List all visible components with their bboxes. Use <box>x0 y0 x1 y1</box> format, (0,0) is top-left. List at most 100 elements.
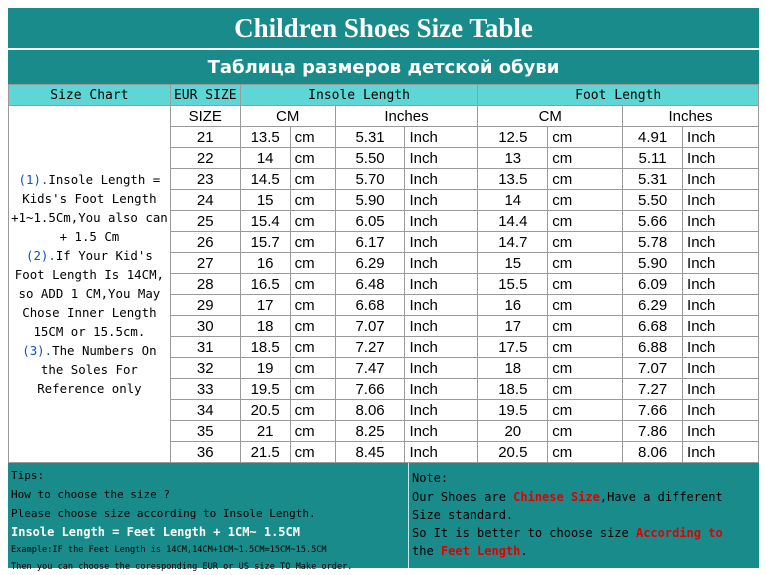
inch-unit: Inch <box>682 378 759 400</box>
cm-unit: cm <box>547 357 624 379</box>
tips-section: Tips: How to choose the size ? Please ch… <box>8 463 406 572</box>
note-text-2: If Your Kid's Foot Length Is 14CM, so AD… <box>14 248 164 339</box>
tips-formula: Insole Length = Feet Length + 1CM~ 1.5CM <box>11 525 300 539</box>
insole-inch-value: 6.05 <box>334 210 406 232</box>
subheader-foot-inches: Inches <box>622 105 759 127</box>
cm-unit: cm <box>289 147 336 169</box>
cm-unit: cm <box>547 441 624 463</box>
insole-cm-value: 14.5 <box>239 168 291 190</box>
table-row: 35 21 cm 8.25 Inch 20 cm 7.86 Inch <box>9 420 759 442</box>
inch-unit: Inch <box>404 378 479 400</box>
foot-inch-value: 6.09 <box>622 273 684 295</box>
subheader-insole-cm: CM <box>239 105 336 127</box>
cm-unit: cm <box>547 315 624 337</box>
insole-inch-value: 5.90 <box>334 189 406 211</box>
foot-inch-value: 5.90 <box>622 252 684 274</box>
inch-unit: Inch <box>682 168 759 190</box>
table-row: 33 19.5 cm 7.66 Inch 18.5 cm 7.27 Inch <box>9 378 759 400</box>
inch-unit: Inch <box>404 210 479 232</box>
table-row: 34 20.5 cm 8.06 Inch 19.5 cm 7.66 Inch <box>9 399 759 421</box>
cm-unit: cm <box>289 231 336 253</box>
foot-inch-value: 5.66 <box>622 210 684 232</box>
cm-unit: cm <box>547 399 624 421</box>
table-row: 27 16 cm 6.29 Inch 15 cm 5.90 Inch <box>9 252 759 274</box>
note-text: . <box>520 544 528 558</box>
cm-unit: cm <box>547 189 624 211</box>
cm-unit: cm <box>289 399 336 421</box>
table-row: 22 14 cm 5.50 Inch 13 cm 5.11 Inch <box>9 147 759 169</box>
inch-unit: Inch <box>682 357 759 379</box>
note-line-2: Size standard. <box>412 508 514 522</box>
insole-cm-value: 16 <box>239 252 291 274</box>
insole-inch-value: 6.48 <box>334 273 406 295</box>
table-row: 25 15.4 cm 6.05 Inch 14.4 cm 5.66 Inch <box>9 210 759 232</box>
eur-size-cell: 25 <box>169 210 241 232</box>
insole-cm-value: 19 <box>239 357 291 379</box>
insole-cm-value: 18.5 <box>239 336 291 358</box>
eur-size-cell: 31 <box>169 336 241 358</box>
table-row: 24 15 cm 5.90 Inch 14 cm 5.50 Inch <box>9 189 759 211</box>
size-chart-note: (1).Insole Length = Kids's Foot Length +… <box>8 105 171 463</box>
note-text: ,Have a different <box>599 490 723 504</box>
foot-cm-value: 17.5 <box>477 336 549 358</box>
inch-unit: Inch <box>682 126 759 148</box>
note-number-1: (1). <box>18 172 49 187</box>
insole-cm-value: 19.5 <box>239 378 291 400</box>
eur-size-cell: 24 <box>169 189 241 211</box>
insole-inch-value: 8.45 <box>334 441 406 463</box>
insole-inch-value: 5.70 <box>334 168 406 190</box>
eur-size-cell: 26 <box>169 231 241 253</box>
foot-inch-value: 7.66 <box>622 399 684 421</box>
cm-unit: cm <box>547 126 624 148</box>
foot-cm-value: 13 <box>477 147 549 169</box>
tips-line-1: How to choose the size ? <box>11 488 170 501</box>
table-row: 26 15.7 cm 6.17 Inch 14.7 cm 5.78 Inch <box>9 231 759 253</box>
foot-cm-value: 15.5 <box>477 273 549 295</box>
inch-unit: Inch <box>404 189 479 211</box>
header-eur-size: EUR SIZE <box>169 84 241 106</box>
foot-cm-value: 17 <box>477 315 549 337</box>
cm-unit: cm <box>547 252 624 274</box>
foot-inch-value: 5.50 <box>622 189 684 211</box>
eur-size-cell: 34 <box>169 399 241 421</box>
header-size-chart: Size Chart <box>8 84 171 106</box>
insole-cm-value: 18 <box>239 315 291 337</box>
inch-unit: Inch <box>404 441 479 463</box>
inch-unit: Inch <box>404 273 479 295</box>
inch-unit: Inch <box>404 420 479 442</box>
note-line-4: the Feet Length. <box>412 544 528 558</box>
note-label: Note: <box>412 471 449 485</box>
eur-size-cell: 33 <box>169 378 241 400</box>
inch-unit: Inch <box>682 252 759 274</box>
table-row: 30 18 cm 7.07 Inch 17 cm 6.68 Inch <box>9 315 759 337</box>
note-text-3: The Numbers On the Soles For Reference o… <box>37 343 157 396</box>
inch-unit: Inch <box>404 315 479 337</box>
note-text: Our Shoes are <box>412 490 514 504</box>
cm-unit: cm <box>547 210 624 232</box>
inch-unit: Inch <box>404 252 479 274</box>
foot-inch-value: 6.88 <box>622 336 684 358</box>
eur-size-cell: 32 <box>169 357 241 379</box>
insole-inch-value: 8.25 <box>334 420 406 442</box>
subheader-size: SIZE <box>169 105 241 127</box>
tips-panel: Tips: How to choose the size ? Please ch… <box>8 463 759 572</box>
insole-cm-value: 13.5 <box>239 126 291 148</box>
eur-size-cell: 21 <box>169 126 241 148</box>
inch-unit: Inch <box>404 231 479 253</box>
tips-example: Example:IF the Feet Length is 14CM,14CM+… <box>11 545 327 555</box>
note-highlight-according-to: According to <box>635 526 723 540</box>
eur-size-cell: 35 <box>169 420 241 442</box>
insole-inch-value: 8.06 <box>334 399 406 421</box>
note-text-1: Insole Length = Kids's Foot Length +1~1.… <box>11 172 168 244</box>
foot-cm-value: 18.5 <box>477 378 549 400</box>
foot-cm-value: 14.4 <box>477 210 549 232</box>
cm-unit: cm <box>289 168 336 190</box>
foot-inch-value: 5.78 <box>622 231 684 253</box>
inch-unit: Inch <box>682 441 759 463</box>
cm-unit: cm <box>289 273 336 295</box>
inch-unit: Inch <box>682 273 759 295</box>
insole-cm-value: 15.7 <box>239 231 291 253</box>
inch-unit: Inch <box>682 147 759 169</box>
eur-size-cell: 27 <box>169 252 241 274</box>
cm-unit: cm <box>289 252 336 274</box>
